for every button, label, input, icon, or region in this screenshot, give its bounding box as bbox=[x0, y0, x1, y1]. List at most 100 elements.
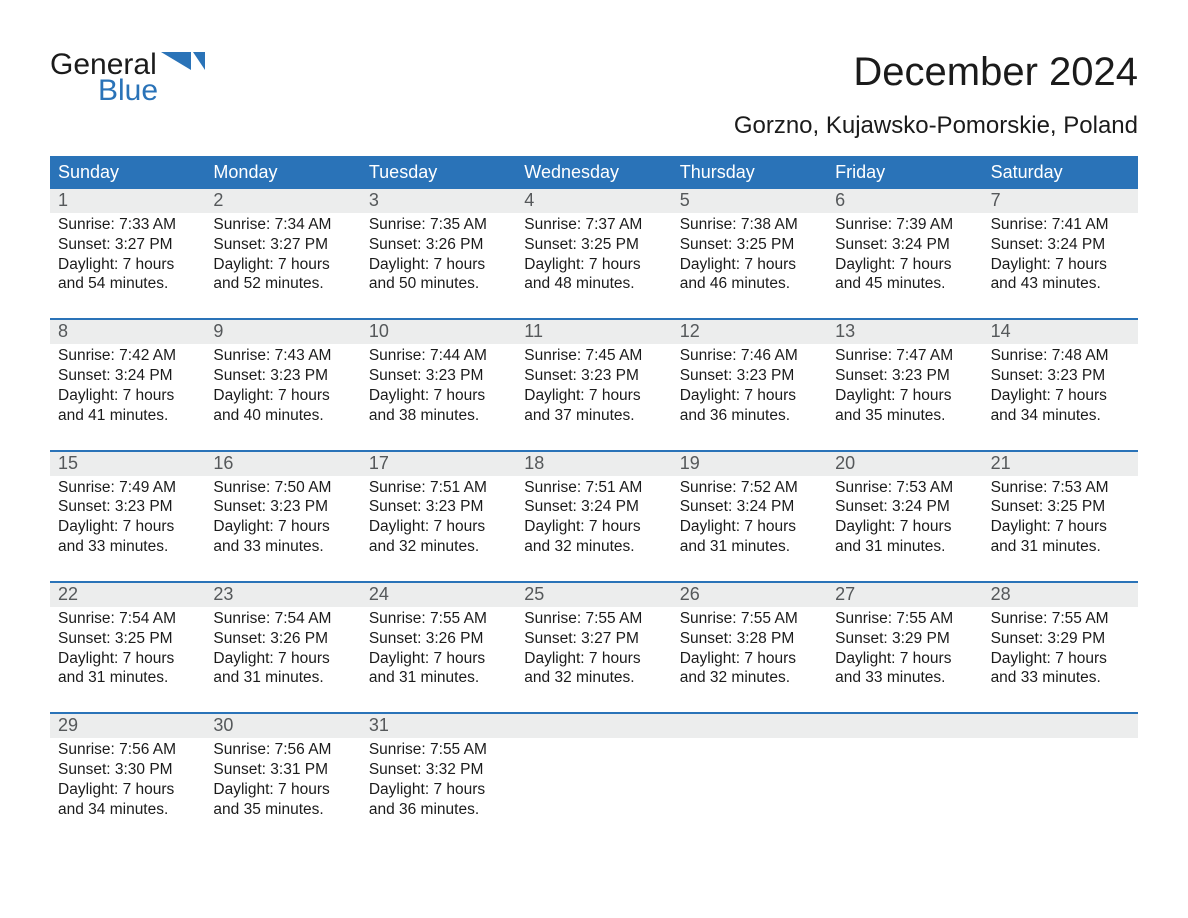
day-number: 4 bbox=[516, 189, 671, 213]
day-number: 12 bbox=[672, 320, 827, 344]
sunrise-text: Sunrise: 7:55 AM bbox=[991, 609, 1130, 629]
sunrise-text: Sunrise: 7:50 AM bbox=[213, 478, 352, 498]
daylight-text-1: Daylight: 7 hours bbox=[369, 649, 508, 669]
day-details: Sunrise: 7:46 AMSunset: 3:23 PMDaylight:… bbox=[672, 344, 827, 425]
daylight-text-2: and 32 minutes. bbox=[369, 537, 508, 557]
calendar-day-cell: 22Sunrise: 7:54 AMSunset: 3:25 PMDayligh… bbox=[50, 583, 205, 694]
day-of-week-label: Tuesday bbox=[361, 156, 516, 189]
sunset-text: Sunset: 3:24 PM bbox=[991, 235, 1130, 255]
sunset-text: Sunset: 3:29 PM bbox=[835, 629, 974, 649]
daylight-text-2: and 31 minutes. bbox=[991, 537, 1130, 557]
sunset-text: Sunset: 3:27 PM bbox=[213, 235, 352, 255]
day-number: 1 bbox=[50, 189, 205, 213]
calendar-day-cell: 7Sunrise: 7:41 AMSunset: 3:24 PMDaylight… bbox=[983, 189, 1138, 300]
daylight-text-1: Daylight: 7 hours bbox=[58, 255, 197, 275]
daylight-text-1: Daylight: 7 hours bbox=[524, 386, 663, 406]
daylight-text-2: and 54 minutes. bbox=[58, 274, 197, 294]
sunset-text: Sunset: 3:25 PM bbox=[58, 629, 197, 649]
sunrise-text: Sunrise: 7:51 AM bbox=[369, 478, 508, 498]
daylight-text-1: Daylight: 7 hours bbox=[835, 255, 974, 275]
daylight-text-1: Daylight: 7 hours bbox=[213, 517, 352, 537]
daylight-text-1: Daylight: 7 hours bbox=[680, 517, 819, 537]
daylight-text-2: and 35 minutes. bbox=[213, 800, 352, 820]
calendar-week: 8Sunrise: 7:42 AMSunset: 3:24 PMDaylight… bbox=[50, 318, 1138, 431]
daylight-text-1: Daylight: 7 hours bbox=[835, 649, 974, 669]
day-number: 17 bbox=[361, 452, 516, 476]
calendar-day-cell: 3Sunrise: 7:35 AMSunset: 3:26 PMDaylight… bbox=[361, 189, 516, 300]
sunrise-text: Sunrise: 7:44 AM bbox=[369, 346, 508, 366]
day-details: Sunrise: 7:52 AMSunset: 3:24 PMDaylight:… bbox=[672, 476, 827, 557]
sunset-text: Sunset: 3:24 PM bbox=[58, 366, 197, 386]
day-number: 24 bbox=[361, 583, 516, 607]
day-details: Sunrise: 7:33 AMSunset: 3:27 PMDaylight:… bbox=[50, 213, 205, 294]
daylight-text-2: and 34 minutes. bbox=[991, 406, 1130, 426]
calendar-day-cell: 30Sunrise: 7:56 AMSunset: 3:31 PMDayligh… bbox=[205, 714, 360, 825]
daylight-text-1: Daylight: 7 hours bbox=[369, 780, 508, 800]
daylight-text-1: Daylight: 7 hours bbox=[991, 649, 1130, 669]
calendar-day-cell: .. bbox=[516, 714, 671, 825]
calendar-day-cell: 25Sunrise: 7:55 AMSunset: 3:27 PMDayligh… bbox=[516, 583, 671, 694]
daylight-text-2: and 52 minutes. bbox=[213, 274, 352, 294]
day-of-week-label: Friday bbox=[827, 156, 982, 189]
sunrise-text: Sunrise: 7:45 AM bbox=[524, 346, 663, 366]
sunset-text: Sunset: 3:24 PM bbox=[524, 497, 663, 517]
sunrise-text: Sunrise: 7:34 AM bbox=[213, 215, 352, 235]
calendar-day-cell: 12Sunrise: 7:46 AMSunset: 3:23 PMDayligh… bbox=[672, 320, 827, 431]
daylight-text-1: Daylight: 7 hours bbox=[213, 649, 352, 669]
calendar-week: 22Sunrise: 7:54 AMSunset: 3:25 PMDayligh… bbox=[50, 581, 1138, 694]
calendar-day-cell: 11Sunrise: 7:45 AMSunset: 3:23 PMDayligh… bbox=[516, 320, 671, 431]
sunrise-text: Sunrise: 7:55 AM bbox=[524, 609, 663, 629]
calendar-day-cell: 24Sunrise: 7:55 AMSunset: 3:26 PMDayligh… bbox=[361, 583, 516, 694]
day-number: 20 bbox=[827, 452, 982, 476]
sunset-text: Sunset: 3:23 PM bbox=[680, 366, 819, 386]
calendar-day-cell: 6Sunrise: 7:39 AMSunset: 3:24 PMDaylight… bbox=[827, 189, 982, 300]
sunrise-text: Sunrise: 7:48 AM bbox=[991, 346, 1130, 366]
day-number: 21 bbox=[983, 452, 1138, 476]
daylight-text-2: and 45 minutes. bbox=[835, 274, 974, 294]
day-details: Sunrise: 7:44 AMSunset: 3:23 PMDaylight:… bbox=[361, 344, 516, 425]
calendar-page: General Blue December 2024 Gorzno, Kujaw… bbox=[0, 0, 1188, 884]
sunset-text: Sunset: 3:26 PM bbox=[369, 629, 508, 649]
daylight-text-2: and 37 minutes. bbox=[524, 406, 663, 426]
calendar-day-cell: .. bbox=[983, 714, 1138, 825]
day-details: Sunrise: 7:55 AMSunset: 3:29 PMDaylight:… bbox=[983, 607, 1138, 688]
day-details: Sunrise: 7:54 AMSunset: 3:25 PMDaylight:… bbox=[50, 607, 205, 688]
logo-text-blue: Blue bbox=[98, 76, 205, 106]
day-of-week-label: Saturday bbox=[983, 156, 1138, 189]
calendar-week: 29Sunrise: 7:56 AMSunset: 3:30 PMDayligh… bbox=[50, 712, 1138, 825]
calendar-day-cell: 5Sunrise: 7:38 AMSunset: 3:25 PMDaylight… bbox=[672, 189, 827, 300]
day-details: Sunrise: 7:51 AMSunset: 3:24 PMDaylight:… bbox=[516, 476, 671, 557]
daylight-text-1: Daylight: 7 hours bbox=[680, 386, 819, 406]
sunrise-text: Sunrise: 7:54 AM bbox=[58, 609, 197, 629]
daylight-text-2: and 31 minutes. bbox=[369, 668, 508, 688]
sunrise-text: Sunrise: 7:49 AM bbox=[58, 478, 197, 498]
sunrise-text: Sunrise: 7:55 AM bbox=[369, 609, 508, 629]
sunset-text: Sunset: 3:24 PM bbox=[835, 497, 974, 517]
daylight-text-2: and 32 minutes. bbox=[524, 537, 663, 557]
day-details: Sunrise: 7:35 AMSunset: 3:26 PMDaylight:… bbox=[361, 213, 516, 294]
daylight-text-1: Daylight: 7 hours bbox=[213, 386, 352, 406]
calendar-day-cell: 19Sunrise: 7:52 AMSunset: 3:24 PMDayligh… bbox=[672, 452, 827, 563]
weeks-container: 1Sunrise: 7:33 AMSunset: 3:27 PMDaylight… bbox=[50, 189, 1138, 826]
daylight-text-1: Daylight: 7 hours bbox=[58, 649, 197, 669]
day-details: Sunrise: 7:45 AMSunset: 3:23 PMDaylight:… bbox=[516, 344, 671, 425]
calendar-week: 1Sunrise: 7:33 AMSunset: 3:27 PMDaylight… bbox=[50, 189, 1138, 300]
daylight-text-2: and 31 minutes. bbox=[680, 537, 819, 557]
day-number: 18 bbox=[516, 452, 671, 476]
day-details: Sunrise: 7:42 AMSunset: 3:24 PMDaylight:… bbox=[50, 344, 205, 425]
calendar-grid: SundayMondayTuesdayWednesdayThursdayFrid… bbox=[50, 156, 1138, 826]
day-number: 6 bbox=[827, 189, 982, 213]
daylight-text-2: and 31 minutes. bbox=[58, 668, 197, 688]
sunrise-text: Sunrise: 7:37 AM bbox=[524, 215, 663, 235]
sunset-text: Sunset: 3:23 PM bbox=[991, 366, 1130, 386]
sunrise-text: Sunrise: 7:51 AM bbox=[524, 478, 663, 498]
daylight-text-1: Daylight: 7 hours bbox=[58, 517, 197, 537]
day-number: 25 bbox=[516, 583, 671, 607]
calendar-day-cell: 21Sunrise: 7:53 AMSunset: 3:25 PMDayligh… bbox=[983, 452, 1138, 563]
sunrise-text: Sunrise: 7:56 AM bbox=[58, 740, 197, 760]
daylight-text-1: Daylight: 7 hours bbox=[835, 386, 974, 406]
day-details: Sunrise: 7:53 AMSunset: 3:25 PMDaylight:… bbox=[983, 476, 1138, 557]
sunset-text: Sunset: 3:23 PM bbox=[58, 497, 197, 517]
calendar-day-cell: 29Sunrise: 7:56 AMSunset: 3:30 PMDayligh… bbox=[50, 714, 205, 825]
daylight-text-2: and 31 minutes. bbox=[835, 537, 974, 557]
